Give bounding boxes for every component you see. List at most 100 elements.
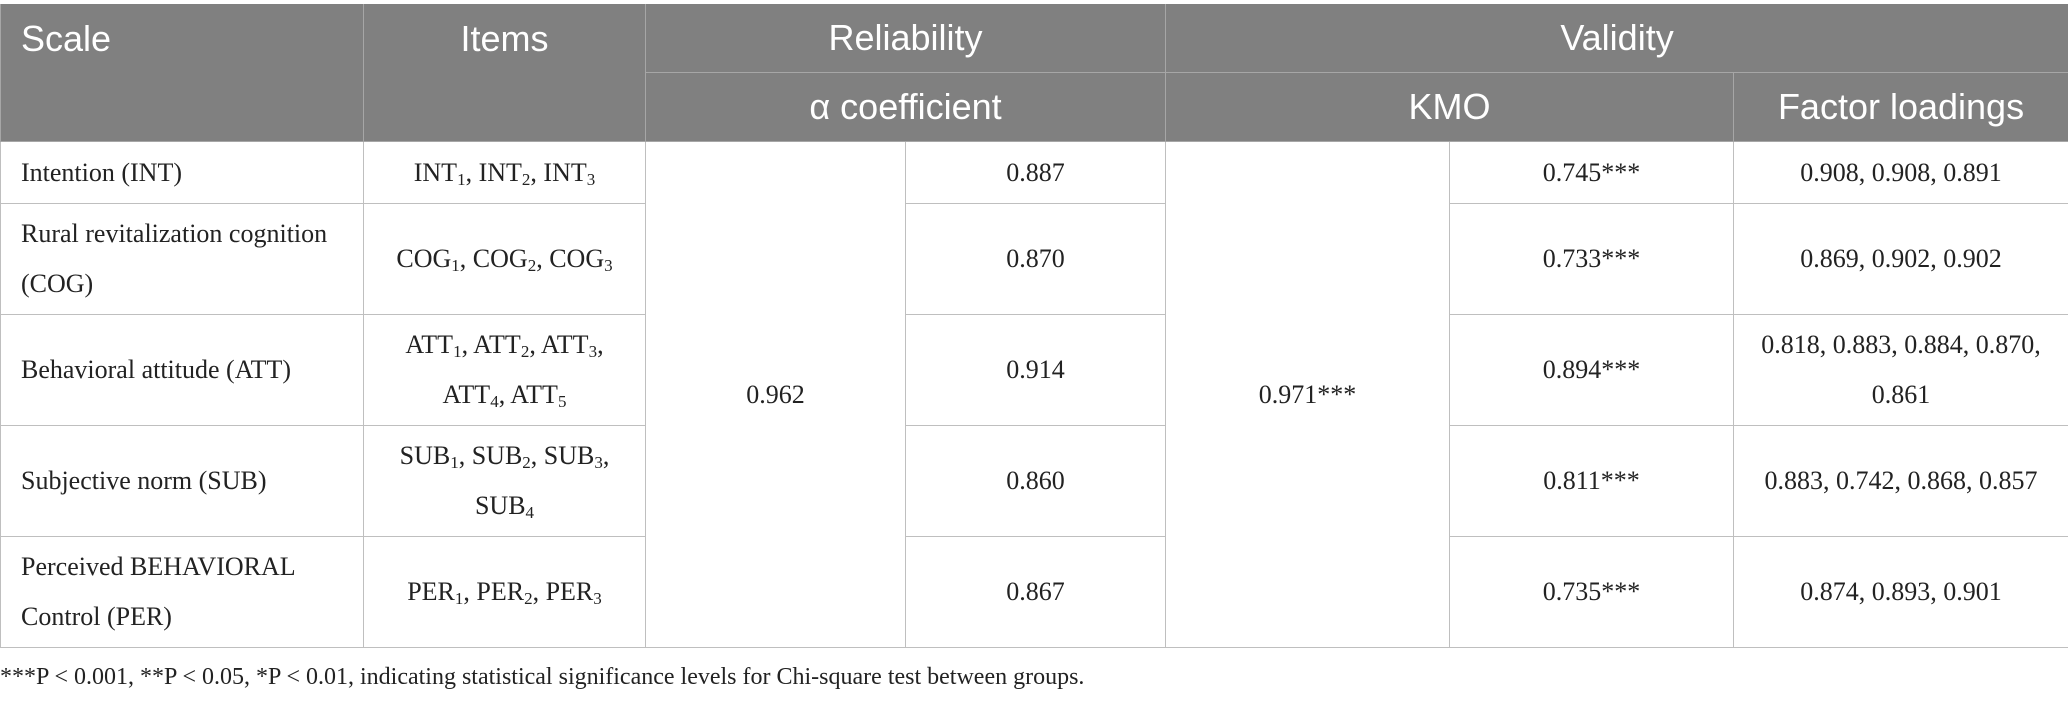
kmo-cell: 0.811*** xyxy=(1449,425,1734,537)
item-index: 2 xyxy=(527,256,537,275)
items-cell: COG1, COG2, COG3 xyxy=(363,203,646,315)
item-index: 2 xyxy=(522,453,531,472)
item-name: COG xyxy=(396,244,452,273)
table-body: Intention (INT) INT1, INT2, INT3 0.962 0.88… xyxy=(0,141,2068,648)
item-index: 1 xyxy=(453,342,462,361)
scale-cell: Behavioral attitude (ATT) xyxy=(0,314,364,426)
item-index: 3 xyxy=(604,256,613,275)
body-row: Behavioral attitude (ATT) ATT1, ATT2, ATT… xyxy=(0,314,2068,426)
item: ATT3 xyxy=(540,330,598,361)
item-name: INT xyxy=(413,157,458,187)
item: ATT5 xyxy=(510,380,567,411)
items-cell: PER1, PER2, PER3 xyxy=(363,536,646,648)
item-index: 4 xyxy=(525,503,535,522)
item-index: 3 xyxy=(586,169,596,189)
item-index: 3 xyxy=(588,342,598,361)
scale-cell: Intention (INT) xyxy=(0,141,364,204)
header-cell: Factor loadings xyxy=(1732,72,2068,142)
item: SUB4 xyxy=(474,491,535,522)
items-cell: ATT1, ATT2, ATT3, ATT4, ATT5 xyxy=(363,314,646,426)
item-index: 1 xyxy=(454,589,464,608)
item-name: INT xyxy=(543,157,587,187)
item: PER3 xyxy=(545,577,602,608)
alpha-cell: 0.887 xyxy=(905,141,1166,204)
item-name: COG xyxy=(472,244,528,273)
header-row: α coefficient KMO Factor loadings xyxy=(1,72,2068,142)
item-name: SUB xyxy=(471,441,523,470)
kmo-cell: 0.745*** xyxy=(1449,141,1734,204)
loadings-cell: 0.883, 0.742, 0.868, 0.857 xyxy=(1732,425,2068,537)
item: SUB3 xyxy=(543,441,603,472)
item: SUB2 xyxy=(471,441,531,472)
item-index: 3 xyxy=(594,453,603,472)
item: INT3 xyxy=(543,157,596,189)
body-row: Perceived BEHAVIORAL Control (PER) PER1, … xyxy=(0,536,2068,648)
items-cell: SUB1, SUB2, SUB3, SUB4 xyxy=(363,425,646,537)
item-index: 2 xyxy=(520,342,530,361)
header-cell: Reliability xyxy=(645,4,1166,73)
item: ATT2 xyxy=(473,330,530,361)
item-name: PER xyxy=(407,577,455,606)
item-name: ATT xyxy=(405,330,454,359)
table-header: Scale Items Reliability Validity α coeff… xyxy=(0,4,2068,142)
item-index: 1 xyxy=(450,453,459,472)
item: INT1 xyxy=(413,157,466,189)
item-index: 3 xyxy=(593,589,602,608)
item-index: 2 xyxy=(521,169,531,189)
item-name: SUB xyxy=(474,491,526,520)
scale-cell: Subjective norm (SUB) xyxy=(0,425,364,537)
item-name: ATT xyxy=(473,330,521,359)
item-name: SUB xyxy=(399,441,451,470)
alpha-cell: 0.860 xyxy=(905,425,1166,537)
items-cell: INT1, INT2, INT3 xyxy=(363,141,646,204)
item-index: 5 xyxy=(557,392,567,411)
item-name: ATT xyxy=(442,380,491,409)
item: ATT1 xyxy=(405,330,462,361)
header-cell: KMO xyxy=(1165,72,1734,142)
item: INT2 xyxy=(478,157,531,189)
item-name: INT xyxy=(478,157,522,187)
header-cell: Scale xyxy=(0,4,364,142)
item: SUB1 xyxy=(399,441,459,472)
alpha-cell: 0.914 xyxy=(905,314,1166,426)
item: PER1 xyxy=(407,577,464,608)
overall-kmo-cell: 0.971*** xyxy=(1165,141,1450,648)
footnote: ***P < 0.001, **P < 0.05, *P < 0.01, ind… xyxy=(0,664,1085,690)
loadings-cell: 0.908, 0.908, 0.891 xyxy=(1732,141,2068,204)
item-name: PER xyxy=(476,577,525,606)
item-name: ATT xyxy=(540,330,589,359)
item-name: ATT xyxy=(510,380,558,409)
item-index: 1 xyxy=(451,256,460,275)
item: PER2 xyxy=(476,577,533,608)
loadings-cell: 0.818, 0.883, 0.884, 0.870, 0.861 xyxy=(1732,314,2068,426)
kmo-cell: 0.894*** xyxy=(1449,314,1734,426)
kmo-cell: 0.735*** xyxy=(1449,536,1734,648)
data-table: Scale Items Reliability Validity α coeff… xyxy=(0,4,2068,648)
item-name: COG xyxy=(549,244,605,273)
alpha-cell: 0.870 xyxy=(905,203,1166,315)
item-index: 1 xyxy=(457,169,466,189)
item-index: 2 xyxy=(524,589,533,608)
item: ATT4 xyxy=(442,380,499,411)
item-name: PER xyxy=(545,577,594,606)
item: COG3 xyxy=(549,244,613,275)
header-cell: Items xyxy=(363,4,646,142)
item: COG2 xyxy=(472,244,537,275)
item-name: SUB xyxy=(543,441,595,470)
loadings-cell: 0.869, 0.902, 0.902 xyxy=(1732,203,2068,315)
header-cell: Validity xyxy=(1164,4,2068,73)
body-row: Rural revitalization cognition (COG) COG1… xyxy=(0,203,2068,315)
item: COG1 xyxy=(396,244,460,275)
scale-cell: Rural revitalization cognition (COG) xyxy=(0,203,364,315)
loadings-cell: 0.874, 0.893, 0.901 xyxy=(1732,536,2068,648)
header-row: Scale Items Reliability Validity xyxy=(0,4,2068,142)
header-cell: α coefficient xyxy=(645,72,1166,142)
scale-cell: Perceived BEHAVIORAL Control (PER) xyxy=(0,536,364,648)
alpha-cell: 0.867 xyxy=(905,536,1166,648)
kmo-cell: 0.733*** xyxy=(1449,203,1734,315)
item-index: 4 xyxy=(490,392,499,411)
body-row: Intention (INT) INT1, INT2, INT3 0.962 0.88… xyxy=(0,141,2068,648)
body-row: Subjective norm (SUB) SUB1, SUB2, SUB3, S… xyxy=(0,425,2068,537)
overall-alpha-cell: 0.962 xyxy=(645,141,906,648)
